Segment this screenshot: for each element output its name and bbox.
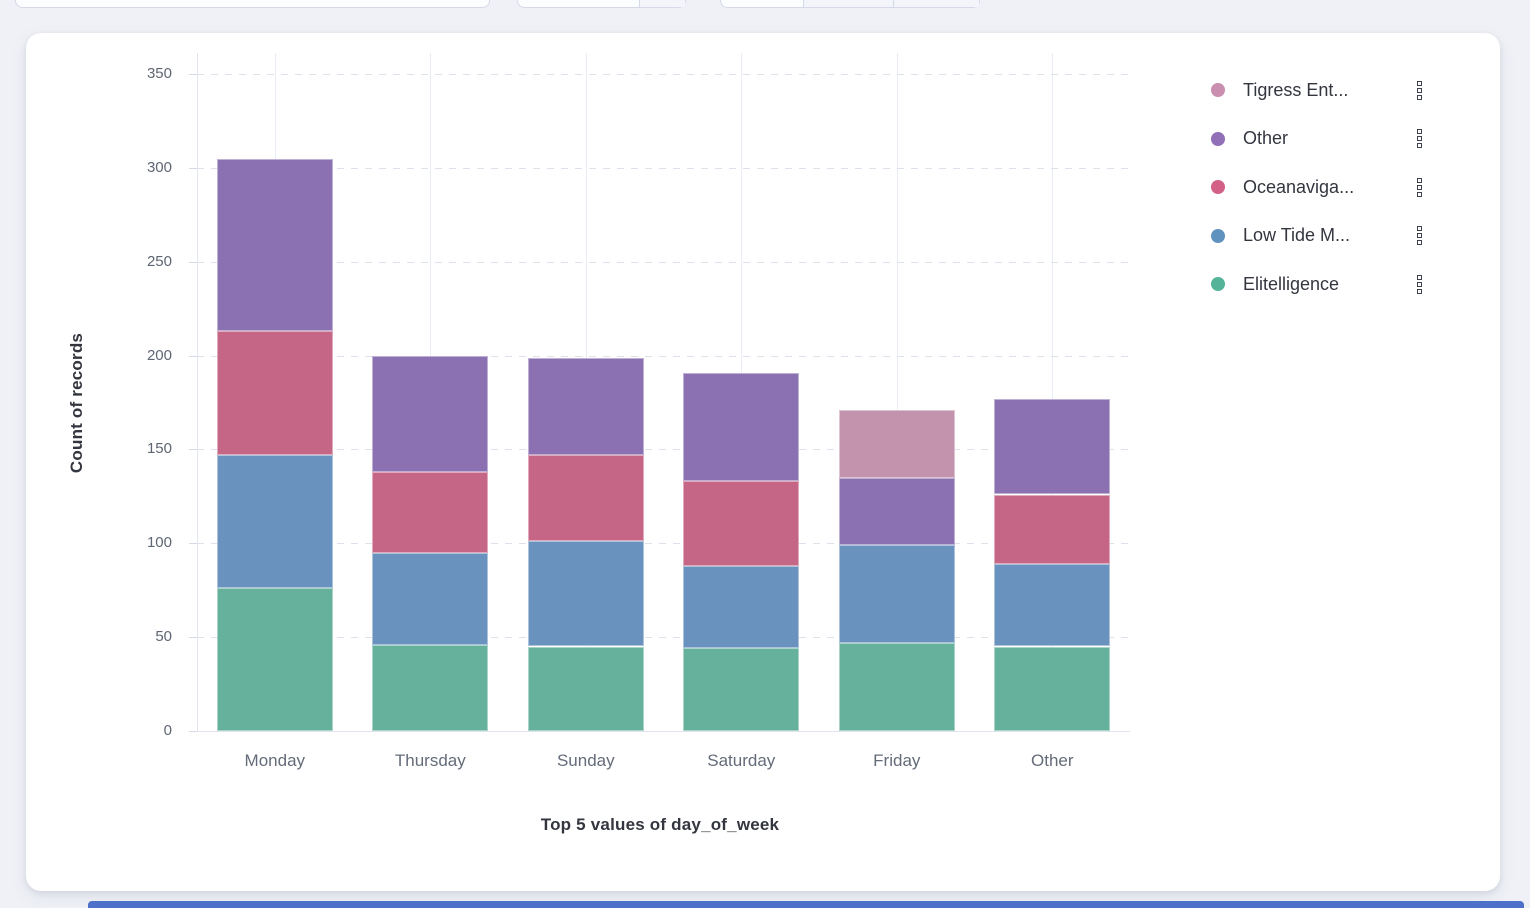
legend-color-dot [1211,180,1225,195]
y-axis-tick [189,449,197,451]
legend-item[interactable]: Elitelligence [1211,270,1422,298]
y-axis-tick-label: 350 [146,65,172,82]
x-axis-tick-label: Sunday [556,751,615,770]
bar-segment[interactable] [372,552,489,645]
bar-segment[interactable] [838,410,955,478]
bar-segment[interactable] [216,158,333,332]
bar-segment[interactable] [838,642,955,731]
x-axis-tick-label: Saturday [707,751,776,770]
date-picker-control[interactable] [720,0,980,8]
vertical-gridline [896,53,898,731]
legend-item-label[interactable]: Low Tide M... [1243,225,1351,246]
y-axis-tick-label: 0 [163,722,172,739]
bar-segment[interactable] [372,644,489,731]
y-axis-tick-label: 50 [155,628,172,646]
legend-item-label[interactable]: Oceanaviga... [1243,176,1355,197]
bar-segment[interactable] [994,646,1111,731]
bar-segment[interactable] [683,481,800,566]
y-axis-tick-label: 200 [146,346,172,364]
bar-segment[interactable] [216,588,333,731]
legend-color-dot [1211,228,1225,243]
horizontal-gridline [197,543,1130,545]
bar-segment[interactable] [216,331,333,456]
x-axis-tick-label: Thursday [394,751,466,770]
legend-item-actions-icon[interactable] [1417,226,1422,246]
bar-segment[interactable] [527,455,644,542]
date-picker-segment[interactable] [892,0,979,7]
x-axis-title: Top 5 values of day_of_week [540,815,780,834]
bar-segment[interactable] [527,357,644,456]
horizontal-gridline [197,167,1130,169]
horizontal-gridline [197,449,1130,451]
horizontal-gridline [197,74,1130,75]
bar-segment[interactable] [527,541,644,647]
filter-control[interactable] [517,0,686,8]
horizontal-gridline [197,637,1130,639]
date-picker-segment[interactable] [721,0,803,7]
x-axis-tick-label: Other [1031,751,1074,770]
bar-segment[interactable] [527,646,644,731]
x-axis-tick-label: Monday [244,751,306,770]
bar-segment[interactable] [994,563,1111,647]
x-axis-tick-label: Friday [873,751,921,770]
top-controls-strip [0,0,1530,10]
legend-item-actions-icon[interactable] [1417,177,1422,197]
legend-item-actions-icon[interactable] [1417,80,1422,100]
bar-segment[interactable] [838,477,955,546]
y-axis-tick [189,637,197,639]
bar-segment[interactable] [216,455,333,589]
chart-panel: Count of records 0 50 100 150 200 250 300 350 Mo… [26,33,1500,891]
y-axis-tick-label: 100 [146,534,172,552]
date-picker-segment[interactable] [803,0,893,7]
legend-item-actions-icon[interactable] [1417,274,1422,294]
legend-color-dot [1211,131,1225,146]
y-axis-tick [189,731,197,732]
y-axis-tick [189,74,197,75]
legend-item-label[interactable]: Elitelligence [1243,273,1340,294]
y-axis-line [197,53,198,731]
next-panel-top-edge[interactable] [88,901,1524,908]
bar-segment[interactable] [372,472,489,553]
legend-color-dot [1211,277,1225,292]
bar-segment[interactable] [683,372,800,482]
horizontal-gridline [197,355,1130,357]
bar-segment[interactable] [372,355,489,472]
vertical-gridline [1052,53,1054,731]
legend-item[interactable]: Other [1211,125,1422,153]
legend-item-label[interactable]: Tigress Ent... [1243,79,1349,100]
legend-item[interactable]: Oceanaviga... [1211,173,1422,201]
bar-segment[interactable] [838,545,955,643]
legend-item[interactable]: Tigress Ent... [1211,76,1422,104]
y-axis-tick-label: 150 [146,440,172,458]
legend-item-label[interactable]: Other [1243,128,1289,149]
query-input[interactable] [15,0,490,8]
y-axis-tick [189,543,197,545]
bar-segment[interactable] [994,398,1111,495]
y-axis-tick-label: 300 [146,158,172,176]
plot-area: 0 50 100 150 200 250 300 350 Monday Thursday Sunda… [26,33,1500,891]
bar-segment[interactable] [994,494,1111,564]
bar-segment[interactable] [683,648,800,731]
legend-color-dot [1211,83,1225,97]
y-axis-tick [189,261,197,263]
bar-segment[interactable] [683,565,800,649]
legend-item-actions-icon[interactable] [1417,129,1422,149]
filter-control-segment[interactable] [638,0,685,7]
horizontal-gridline [197,261,1130,263]
x-axis-line [197,731,1130,732]
y-axis-tick [189,167,197,169]
y-axis-tick [189,355,197,357]
filter-control-segment[interactable] [518,0,639,7]
legend-item[interactable]: Low Tide M... [1211,222,1422,250]
y-axis-tick-label: 250 [146,252,172,270]
